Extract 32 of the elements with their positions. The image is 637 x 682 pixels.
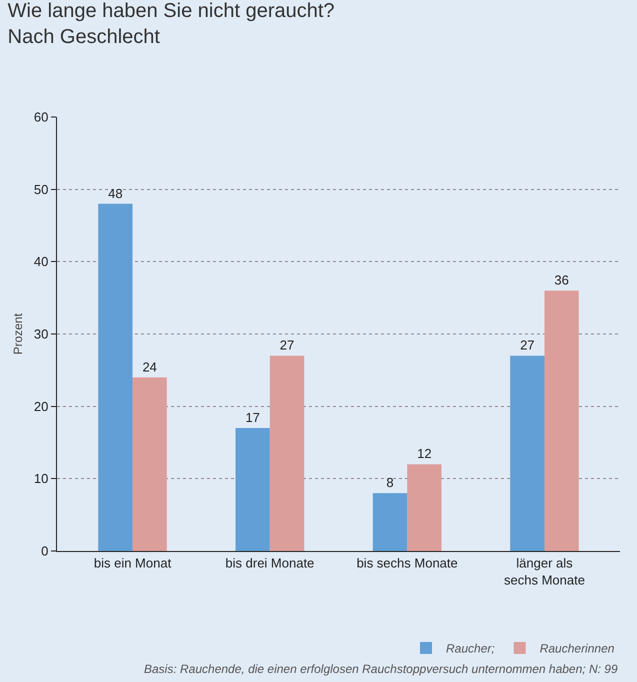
y-tick-label: 20 xyxy=(34,398,48,414)
y-tick-label: 0 xyxy=(41,544,48,559)
y-tick-label: 30 xyxy=(34,326,48,342)
bar xyxy=(544,290,579,551)
bar xyxy=(510,356,544,551)
chart-title: Wie lange haben Sie nicht geraucht? Nach Geschlecht xyxy=(8,0,335,48)
bar xyxy=(132,377,167,551)
data-label: 48 xyxy=(108,186,123,201)
text: Basis: Rauchende, die einen erfolglosen Rauchstoppversuch unternommen haben; N: 99 xyxy=(144,662,618,676)
x-tick-label: länger als sechs Monate xyxy=(504,556,585,588)
data-label: 17 xyxy=(245,410,260,426)
data-label: 27 xyxy=(280,338,294,353)
data-label: 36 xyxy=(554,272,569,288)
x-tick-label: bis ein Monat xyxy=(94,556,172,571)
bar xyxy=(407,464,442,551)
bar xyxy=(372,493,408,551)
x-tick-label: bis sechs Monate xyxy=(356,556,458,571)
data-label: 24 xyxy=(142,359,157,374)
data-label: 27 xyxy=(520,338,535,353)
y-tick-label: 40 xyxy=(34,254,48,270)
y-axis-title: Prozent xyxy=(11,312,26,355)
y-tick-label: 50 xyxy=(34,182,48,197)
y-tick-label: 60 xyxy=(34,110,48,125)
y-tick-label: 10 xyxy=(34,471,48,486)
legend-label: Raucher; xyxy=(446,642,495,656)
legend-label: Raucherinnen xyxy=(540,642,615,656)
data-label: 12 xyxy=(417,446,432,462)
bar xyxy=(98,204,133,551)
bar xyxy=(236,428,270,551)
data-label: 8 xyxy=(386,475,394,490)
bar xyxy=(270,356,304,551)
x-tick-label: bis drei Monate xyxy=(225,556,314,571)
